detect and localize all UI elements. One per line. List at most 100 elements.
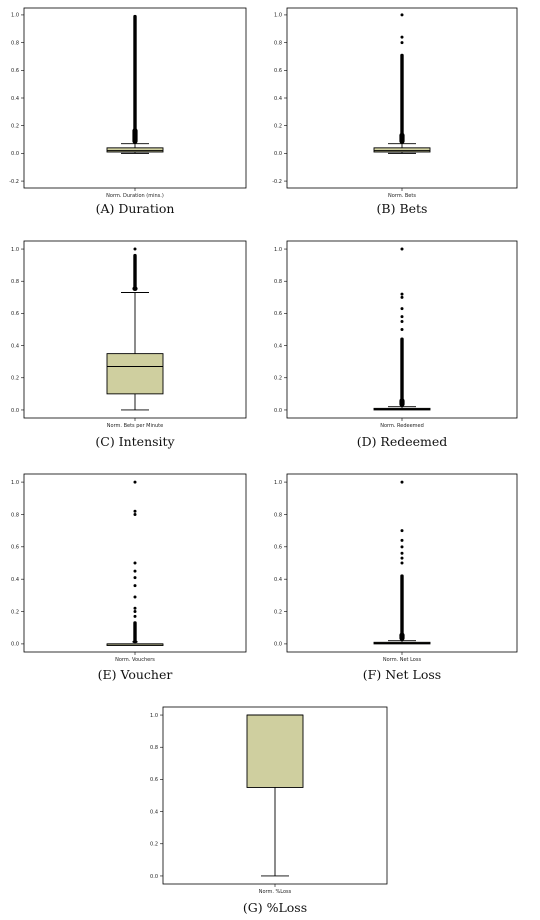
x-axis-label: Norm. Bets — [388, 193, 416, 199]
y-tick-label: 0.0 — [11, 408, 19, 414]
y-tick-label: 0.2 — [11, 123, 19, 129]
y-tick-label: 0.2 — [11, 376, 19, 382]
y-tick-label: 0.2 — [274, 609, 282, 615]
y-tick-label: 0.2 — [274, 376, 282, 382]
outlier-point — [400, 35, 404, 39]
x-axis-label: Norm. Net Loss — [383, 657, 422, 663]
y-tick-label: 0.6 — [274, 545, 282, 551]
outlier-point — [400, 307, 404, 311]
outlier-point — [400, 480, 404, 484]
outlier-cluster — [133, 621, 137, 644]
outlier-point — [133, 610, 137, 614]
y-tick-label: 0.0 — [150, 874, 158, 880]
y-tick-label: 0.4 — [274, 343, 282, 349]
outlier-cluster — [400, 337, 404, 407]
chart-panel: 1.0 0.8 0.6 0.4 0.2 0.0 Norm. Redeemed — [274, 240, 518, 429]
x-axis-label: Norm. Bets per Minute — [107, 423, 163, 429]
outlier-point — [400, 295, 404, 299]
outlier-point — [133, 576, 137, 580]
outlier-point — [400, 292, 404, 296]
outlier-cluster-base — [399, 132, 405, 144]
outlier-point — [400, 328, 404, 331]
y-tick-label: 0.6 — [11, 311, 19, 317]
box-iqr — [246, 714, 304, 788]
panel-caption: (C) Intensity — [95, 434, 175, 449]
panel-caption: (A) Duration — [96, 201, 175, 216]
chart-panel: 1.0 0.8 0.6 0.4 0.2 0.0 Norm. Vouchers — [11, 473, 247, 663]
y-tick-label: 0.2 — [274, 123, 282, 129]
panel-caption: (G) %Loss — [243, 900, 307, 915]
y-tick-label: -0.2 — [272, 179, 282, 185]
y-tick-label: 0.8 — [274, 279, 282, 285]
y-tick-label: 0.8 — [150, 745, 158, 751]
y-tick-label: 1.0 — [274, 13, 282, 19]
y-tick-label: 0.6 — [150, 777, 158, 783]
outlier-point — [133, 584, 137, 588]
y-tick-label: -0.2 — [9, 179, 19, 185]
y-tick-label: 1.0 — [150, 713, 158, 719]
y-tick-label: 1.0 — [11, 480, 19, 486]
x-axis-label: Norm. Redeemed — [380, 423, 424, 429]
y-tick-label: 0.4 — [11, 96, 19, 102]
outlier-cluster-base — [399, 632, 405, 641]
panel-caption: (D) Redeemed — [357, 434, 448, 449]
y-tick-label: 0.8 — [274, 512, 282, 518]
box-iqr — [106, 353, 164, 395]
chart-panel: 1.0 0.8 0.6 0.4 0.2 0.0 Norm. Net Loss — [274, 473, 518, 663]
outlier-point — [133, 595, 137, 599]
outlier-cluster-base — [132, 286, 138, 291]
y-tick-label: 0.6 — [11, 68, 19, 74]
panel-caption: (E) Voucher — [98, 667, 173, 682]
y-tick-label: 0.4 — [274, 96, 282, 102]
outlier-point — [400, 319, 404, 323]
y-tick-label: 0.0 — [11, 151, 19, 157]
outlier-point — [400, 556, 404, 560]
outlier-point — [400, 13, 404, 17]
y-tick-label: 0.4 — [11, 577, 19, 583]
outlier-cluster — [133, 253, 137, 291]
outlier-point — [133, 614, 137, 618]
outlier-point — [133, 247, 137, 251]
y-tick-label: 0.8 — [11, 40, 19, 46]
x-axis-label: Norm. Duration (mins.) — [106, 193, 164, 199]
outlier-cluster — [133, 14, 137, 144]
y-tick-label: 0.6 — [274, 68, 282, 74]
y-tick-label: 0.2 — [11, 609, 19, 615]
x-axis-label: Norm. Vouchers — [115, 657, 155, 663]
y-tick-label: 0.8 — [274, 40, 282, 46]
y-tick-label: 0.8 — [11, 279, 19, 285]
outlier-point — [400, 529, 404, 533]
outlier-point — [400, 561, 404, 565]
chart-panel: 1.0 0.8 0.6 0.4 0.2 0.0 Norm. %Loss — [150, 706, 388, 895]
box-iqr — [106, 147, 164, 153]
y-tick-label: 1.0 — [274, 480, 282, 486]
outlier-point — [133, 512, 137, 516]
outlier-cluster-base — [399, 398, 405, 407]
outlier-point — [133, 569, 137, 573]
y-tick-label: 0.0 — [11, 642, 19, 648]
y-tick-label: 0.6 — [274, 311, 282, 317]
outlier-cluster-base — [132, 128, 138, 144]
y-tick-label: 1.0 — [274, 247, 282, 253]
y-tick-label: 0.8 — [11, 512, 19, 518]
chart-panel: 1.0 0.8 0.6 0.4 0.2 0.0 -0.2 Norm. Duration (mi… — [9, 7, 247, 199]
outlier-point — [133, 561, 137, 565]
y-tick-label: 1.0 — [11, 13, 19, 19]
outlier-point — [133, 480, 137, 484]
chart-panel: 1.0 0.8 0.6 0.4 0.2 0.0 Norm. Bets per Minute — [11, 240, 247, 429]
y-tick-label: 0.2 — [150, 842, 158, 848]
outlier-point — [400, 545, 404, 549]
outlier-point — [133, 606, 137, 610]
x-axis-label: Norm. %Loss — [259, 889, 292, 895]
y-tick-label: 1.0 — [11, 247, 19, 253]
y-tick-label: 0.0 — [274, 642, 282, 648]
outlier-point — [400, 247, 404, 251]
outlier-point — [400, 551, 404, 555]
y-tick-label: 0.0 — [274, 408, 282, 414]
outlier-point — [133, 509, 137, 513]
panel-caption: (F) Net Loss — [363, 667, 441, 682]
y-tick-label: 0.0 — [274, 151, 282, 157]
outlier-cluster — [400, 53, 404, 144]
outlier-cluster-base — [132, 640, 138, 644]
